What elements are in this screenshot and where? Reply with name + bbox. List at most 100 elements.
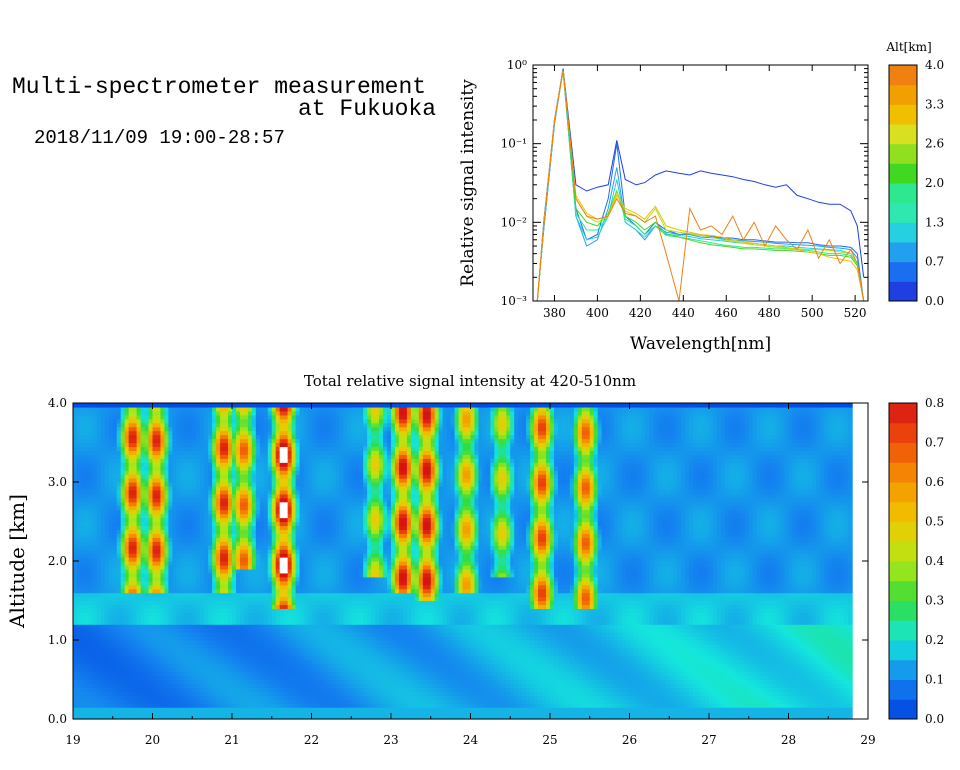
heatmap-cell	[188, 640, 193, 645]
heatmap-cell	[224, 410, 229, 416]
heatmap-cell	[176, 667, 181, 673]
heatmap-cell	[259, 557, 265, 562]
heatmap-cell	[168, 675, 173, 681]
heatmap-cell	[184, 418, 189, 424]
heatmap-cell	[204, 485, 209, 491]
heatmap-cell	[180, 675, 185, 681]
heatmap-cell	[176, 632, 181, 637]
heatmap-cell	[160, 513, 166, 519]
heatmap-cell	[228, 470, 233, 475]
heatmap-cell	[259, 715, 265, 720]
heatmap-cell	[255, 711, 261, 716]
heatmap-cell	[232, 572, 237, 578]
heatmap-cell	[196, 647, 201, 653]
heatmap-cell	[164, 612, 170, 617]
heatmap-cell	[279, 418, 285, 424]
heatmap-cell	[311, 667, 317, 673]
heatmap-cell	[291, 695, 297, 700]
heatmap-cell	[188, 485, 193, 491]
heatmap-cell	[267, 561, 273, 566]
heatmap-cell	[160, 715, 166, 720]
heatmap-cell	[112, 470, 118, 475]
heatmap-cell	[108, 561, 114, 566]
heatmap-cell	[212, 442, 217, 448]
heatmap-cell	[73, 600, 78, 606]
heatmap-cell	[180, 458, 185, 463]
heatmap-cell	[283, 434, 289, 440]
heatmap-cell	[200, 691, 205, 696]
heatmap-cell	[164, 466, 170, 471]
heatmap-cell	[204, 616, 209, 621]
heatmap-cell	[168, 703, 173, 708]
heatmap-cell	[228, 655, 233, 661]
heatmap-cell	[116, 564, 122, 570]
heatmap-cell	[164, 414, 170, 420]
heatmap-cell	[188, 509, 193, 515]
heatmap-cell	[116, 715, 122, 720]
heatmap-cell	[303, 561, 309, 566]
heatmap-cell	[156, 584, 162, 590]
heatmap-cell	[255, 549, 261, 554]
heatmap-cell	[132, 643, 138, 649]
heatmap-cell	[136, 616, 142, 621]
heatmap-cell	[172, 529, 177, 534]
heatmap-cell	[228, 632, 233, 637]
heatmap-cell	[299, 655, 305, 661]
heatmap-cell	[235, 422, 241, 428]
heatmap-cell	[76, 643, 82, 649]
heatmap-cell	[192, 470, 197, 475]
heatmap-cell	[275, 426, 281, 432]
heatmap-cell	[80, 521, 86, 527]
heatmap-cell	[128, 643, 134, 649]
heatmap-cell	[152, 691, 158, 696]
heatmap-cell	[184, 430, 189, 436]
heatmap-cell	[295, 458, 301, 463]
heatmap-cell	[136, 410, 142, 416]
heatmap-cell	[239, 612, 245, 617]
heatmap-cell	[73, 592, 78, 598]
heatmap-cell	[168, 679, 173, 685]
heatmap-cell	[168, 466, 173, 471]
heatmap-cell	[104, 521, 110, 527]
heatmap-cell	[220, 561, 225, 566]
heatmap-cell	[188, 675, 193, 681]
heatmap-cell	[220, 426, 225, 432]
heatmap-cell	[267, 541, 273, 546]
heatmap-cell	[128, 572, 134, 578]
heatmap-cell	[279, 493, 285, 499]
heatmap-cell	[295, 549, 301, 554]
heatmap-cell	[88, 608, 94, 613]
heatmap-cell	[156, 458, 162, 463]
heatmap-cell	[112, 482, 118, 487]
heatmap-cell	[136, 608, 142, 613]
heatmap-cell	[232, 632, 237, 637]
heatmap-cell	[251, 537, 257, 542]
heatmap-cell	[156, 624, 162, 629]
heatmap-cell	[208, 493, 213, 499]
heatmap-cell	[144, 489, 150, 495]
heatmap-cell	[279, 711, 285, 716]
heatmap-cell	[208, 541, 213, 546]
heatmap-cell	[140, 466, 146, 471]
heatmap-cell	[160, 442, 166, 448]
heatmap-cell	[299, 509, 305, 515]
heatmap-cell	[220, 640, 225, 645]
heatmap-cell	[295, 620, 301, 625]
heatmap-cell	[251, 699, 257, 704]
heatmap-cell	[287, 529, 293, 534]
heatmap-cell	[140, 588, 146, 594]
heatmap-cell	[204, 640, 209, 645]
heatmap-cell	[124, 545, 130, 550]
heatmap-cell	[176, 580, 181, 586]
heatmap-cell	[176, 418, 181, 424]
heatmap-cell	[224, 478, 229, 483]
heatmap-cell	[180, 584, 185, 590]
heatmap-cell	[172, 695, 177, 700]
heatmap-cell	[287, 513, 293, 519]
heatmap-cell	[303, 450, 309, 455]
heatmap-cell	[92, 651, 98, 657]
heatmap-cell	[291, 576, 297, 582]
heatmap-cell	[88, 564, 94, 570]
heatmap-cell	[239, 442, 245, 448]
heatmap-cell	[80, 624, 86, 629]
